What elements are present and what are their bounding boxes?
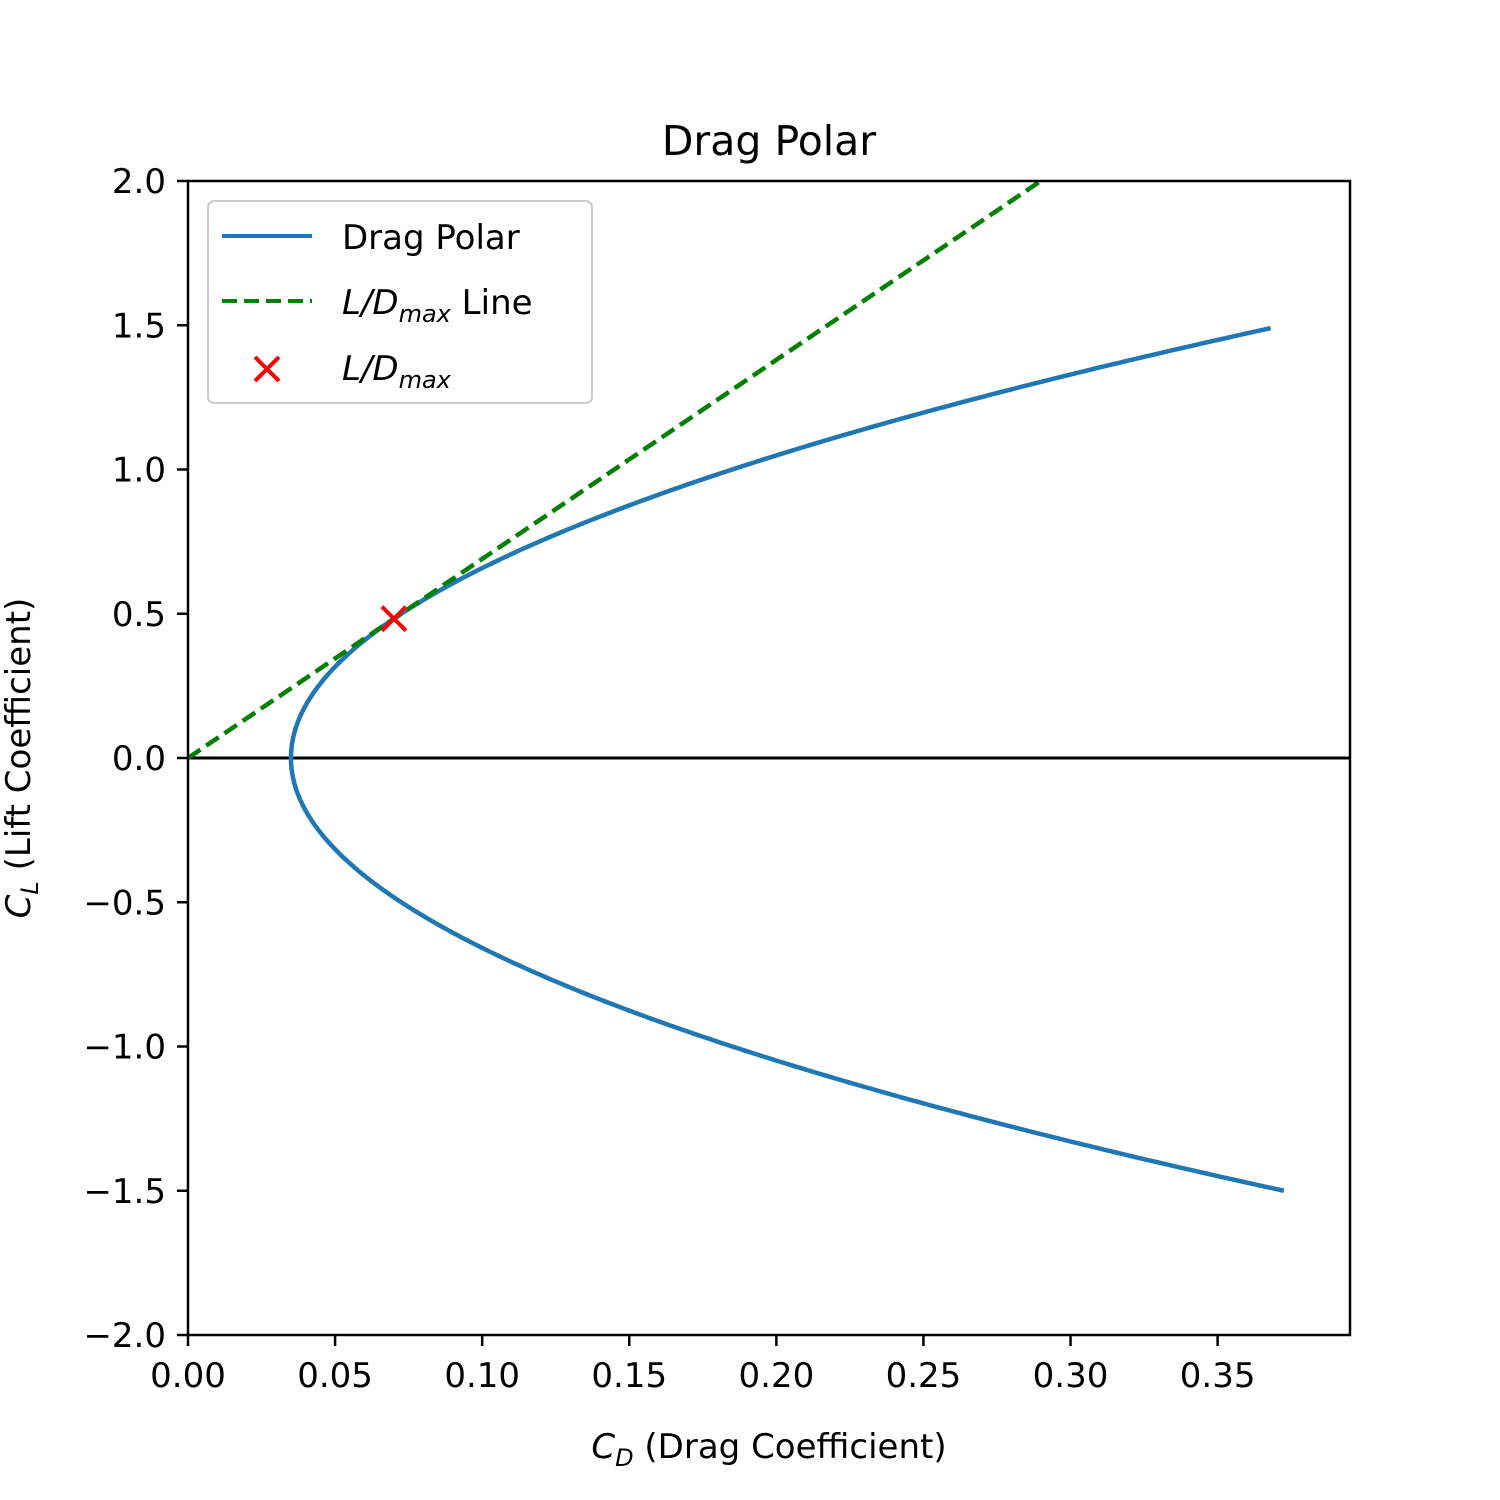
y-tick-label: 1.5 — [112, 306, 166, 346]
legend-label-ld-marker-main: L/D — [342, 349, 399, 389]
x-tick-label: 0.20 — [739, 1356, 815, 1396]
legend: Drag Polar L/Dmax Line L/Dmax — [207, 200, 593, 404]
x-tick-label: 0.30 — [1033, 1356, 1109, 1396]
y-tick-label: −2.0 — [83, 1316, 166, 1356]
y-axis: −2.0 −1.5 −1.0 −0.5 0.0 0.5 1.0 1.5 2.0 — [83, 162, 188, 1356]
x-axis-label-subscript: D — [615, 1444, 633, 1472]
series-ld-max-line — [188, 181, 1043, 760]
legend-label-ld-marker: L/Dmax — [342, 349, 452, 394]
y-tick-label: 2.0 — [112, 162, 166, 202]
x-tick-label: 0.35 — [1180, 1356, 1256, 1396]
x-tick-label: 0.15 — [591, 1356, 667, 1396]
x-tick-label: 0.00 — [150, 1356, 226, 1396]
legend-label-drag-polar: Drag Polar — [342, 218, 520, 258]
legend-label-ld-line-main: L/D — [342, 283, 399, 323]
y-axis-label: CL (Lift Coefficient) — [0, 598, 44, 919]
y-tick-label: 0.5 — [112, 595, 166, 635]
legend-label-ld-line-sub: max — [399, 300, 452, 328]
x-axis-label-symbol: C — [591, 1427, 615, 1467]
legend-label-ld-line: L/Dmax Line — [342, 283, 533, 328]
y-axis-label-symbol: C — [0, 894, 39, 918]
x-tick-label: 0.10 — [444, 1356, 520, 1396]
series-drag-polar-line — [288, 325, 1285, 1193]
legend-label-ld-marker-sub: max — [399, 366, 452, 394]
x-tick-label: 0.25 — [886, 1356, 962, 1396]
y-tick-label: −1.5 — [83, 1172, 166, 1212]
y-tick-label: 1.0 — [112, 451, 166, 491]
series-layer — [188, 181, 1350, 1193]
x-tick-label: 0.05 — [297, 1356, 373, 1396]
x-axis: 0.00 0.05 0.10 0.15 0.20 0.25 0.30 0.35 — [150, 1335, 1255, 1396]
chart-title: Drag Polar — [662, 117, 876, 165]
legend-box — [207, 200, 593, 404]
legend-swatch-ld-marker — [253, 355, 281, 383]
y-tick-label: −0.5 — [83, 883, 166, 923]
legend-label-ld-line-suffix: Line — [451, 283, 533, 323]
y-axis-label-subscript: L — [16, 881, 44, 894]
y-axis-label-text: (Lift Coefficient) — [0, 598, 39, 882]
y-tick-label: 0.0 — [112, 739, 166, 779]
y-tick-label: −1.0 — [83, 1028, 166, 1068]
ld-max-marker — [380, 605, 408, 633]
x-axis-label-text: (Drag Coefficient) — [634, 1427, 947, 1467]
x-axis-label: CD (Drag Coefficient) — [591, 1427, 946, 1472]
